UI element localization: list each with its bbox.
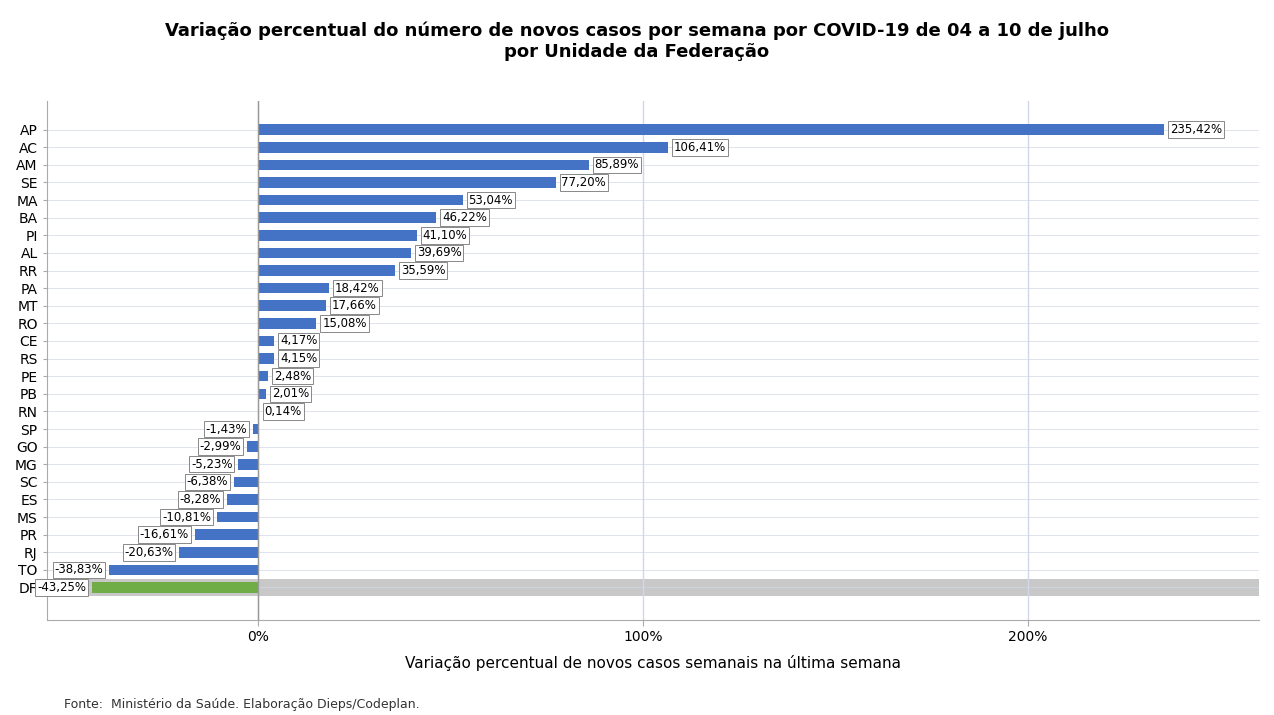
Bar: [259, 265, 395, 276]
Text: 41,10%: 41,10%: [423, 229, 468, 242]
Text: 2,48%: 2,48%: [274, 370, 311, 383]
Text: -16,61%: -16,61%: [139, 528, 189, 541]
Bar: [259, 353, 274, 364]
Text: -5,23%: -5,23%: [191, 458, 233, 470]
Text: 39,69%: 39,69%: [417, 247, 461, 260]
Bar: [259, 177, 555, 188]
Bar: [47, 578, 1259, 596]
Bar: [259, 371, 268, 382]
Bar: [259, 230, 417, 241]
Bar: [259, 283, 329, 293]
Text: 77,20%: 77,20%: [562, 176, 606, 189]
Bar: [110, 565, 259, 575]
Text: 106,41%: 106,41%: [674, 141, 726, 154]
Text: -10,81%: -10,81%: [162, 511, 211, 523]
Text: 18,42%: 18,42%: [335, 282, 380, 295]
Bar: [195, 529, 259, 540]
Bar: [217, 512, 259, 523]
Bar: [259, 194, 462, 205]
Bar: [259, 124, 1164, 135]
Bar: [259, 142, 668, 152]
Text: -43,25%: -43,25%: [37, 581, 87, 594]
Text: -8,28%: -8,28%: [180, 493, 220, 506]
Text: Fonte:  Ministério da Saúde. Elaboração Dieps/Codeplan.: Fonte: Ministério da Saúde. Elaboração D…: [64, 699, 419, 711]
Text: -20,63%: -20,63%: [125, 546, 173, 558]
Bar: [247, 441, 259, 452]
Text: 4,17%: 4,17%: [280, 335, 317, 347]
Text: -1,43%: -1,43%: [205, 423, 247, 435]
Bar: [227, 494, 259, 505]
Text: 0,14%: 0,14%: [265, 405, 302, 418]
Bar: [180, 547, 259, 558]
X-axis label: Variação percentual de novos casos semanais na última semana: Variação percentual de novos casos seman…: [405, 656, 901, 671]
Text: 17,66%: 17,66%: [333, 300, 377, 312]
Bar: [92, 582, 259, 593]
Bar: [259, 159, 589, 170]
Bar: [259, 388, 266, 399]
Bar: [259, 300, 326, 311]
Text: 53,04%: 53,04%: [469, 194, 513, 207]
Bar: [259, 212, 436, 223]
Text: Variação percentual do número de novos casos por semana por COVID-19 de 04 a 10 : Variação percentual do número de novos c…: [166, 21, 1108, 61]
Bar: [259, 318, 316, 329]
Text: 2,01%: 2,01%: [271, 388, 310, 400]
Text: -2,99%: -2,99%: [200, 440, 241, 453]
Text: -6,38%: -6,38%: [186, 475, 228, 488]
Text: 46,22%: 46,22%: [442, 211, 487, 225]
Bar: [259, 335, 274, 346]
Bar: [259, 247, 412, 258]
Text: 4,15%: 4,15%: [280, 352, 317, 365]
Text: -38,83%: -38,83%: [55, 563, 103, 576]
Text: 235,42%: 235,42%: [1171, 123, 1222, 136]
Bar: [238, 459, 259, 470]
Bar: [254, 424, 259, 434]
Bar: [234, 476, 259, 487]
Text: 15,08%: 15,08%: [322, 317, 367, 330]
Text: 85,89%: 85,89%: [595, 159, 640, 172]
Text: 35,59%: 35,59%: [401, 264, 446, 277]
